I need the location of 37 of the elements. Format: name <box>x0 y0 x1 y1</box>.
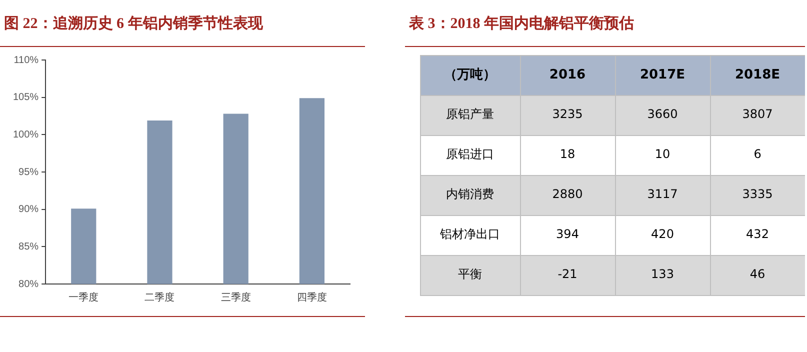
data-label: 432 <box>746 227 769 242</box>
y-tick-label: 90% <box>18 204 39 216</box>
data-label: -21 <box>558 267 578 282</box>
data-label: 18 <box>560 147 576 162</box>
y-tick-label: 80% <box>18 278 39 290</box>
data-label: 3117 <box>647 187 678 202</box>
data-label: 2880 <box>552 187 583 202</box>
chart-title: 图 22：追溯历史 6 年铝内销季节性表现 <box>4 14 263 33</box>
y-tick-label: 100% <box>13 129 39 140</box>
x-tick-label: 三季度 <box>220 292 251 304</box>
y-tick-label: 110% <box>14 54 39 66</box>
x-tick-label: 2017E <box>640 67 686 82</box>
data-label: 3235 <box>552 107 583 122</box>
data-label: 133 <box>651 267 674 282</box>
x-tick-label: 一季度 <box>68 292 99 304</box>
data-label: 6 <box>754 147 762 162</box>
y-tick-label: 原铝产量 <box>446 107 494 122</box>
data-label: 3660 <box>647 107 678 122</box>
y-tick-label: 85% <box>18 241 39 252</box>
x-tick-label: 四季度 <box>296 292 327 304</box>
data-label: 394 <box>556 227 579 242</box>
y-tick-label: 95% <box>18 166 39 178</box>
data-label: 3807 <box>742 107 773 122</box>
x-tick-label: 2018E <box>734 67 780 82</box>
y-tick-label: 原铝进口 <box>446 147 494 162</box>
x-tick-label: 二季度 <box>144 292 175 304</box>
data-label: 3335 <box>742 187 773 202</box>
y-axis-title: （万吨） <box>444 67 496 82</box>
chart-title: 表 3：2018 年国内电解铝平衡预估 <box>409 14 634 33</box>
data-label: 420 <box>651 227 674 242</box>
y-tick-label: 铝材净出口 <box>439 227 500 242</box>
y-tick-label: 平衡 <box>458 267 482 282</box>
data-label: 46 <box>750 267 766 282</box>
data-label: 10 <box>654 147 670 162</box>
y-tick-label: 105% <box>13 92 39 104</box>
y-tick-label: 内销消费 <box>446 187 494 202</box>
x-tick-label: 2016 <box>549 67 586 82</box>
